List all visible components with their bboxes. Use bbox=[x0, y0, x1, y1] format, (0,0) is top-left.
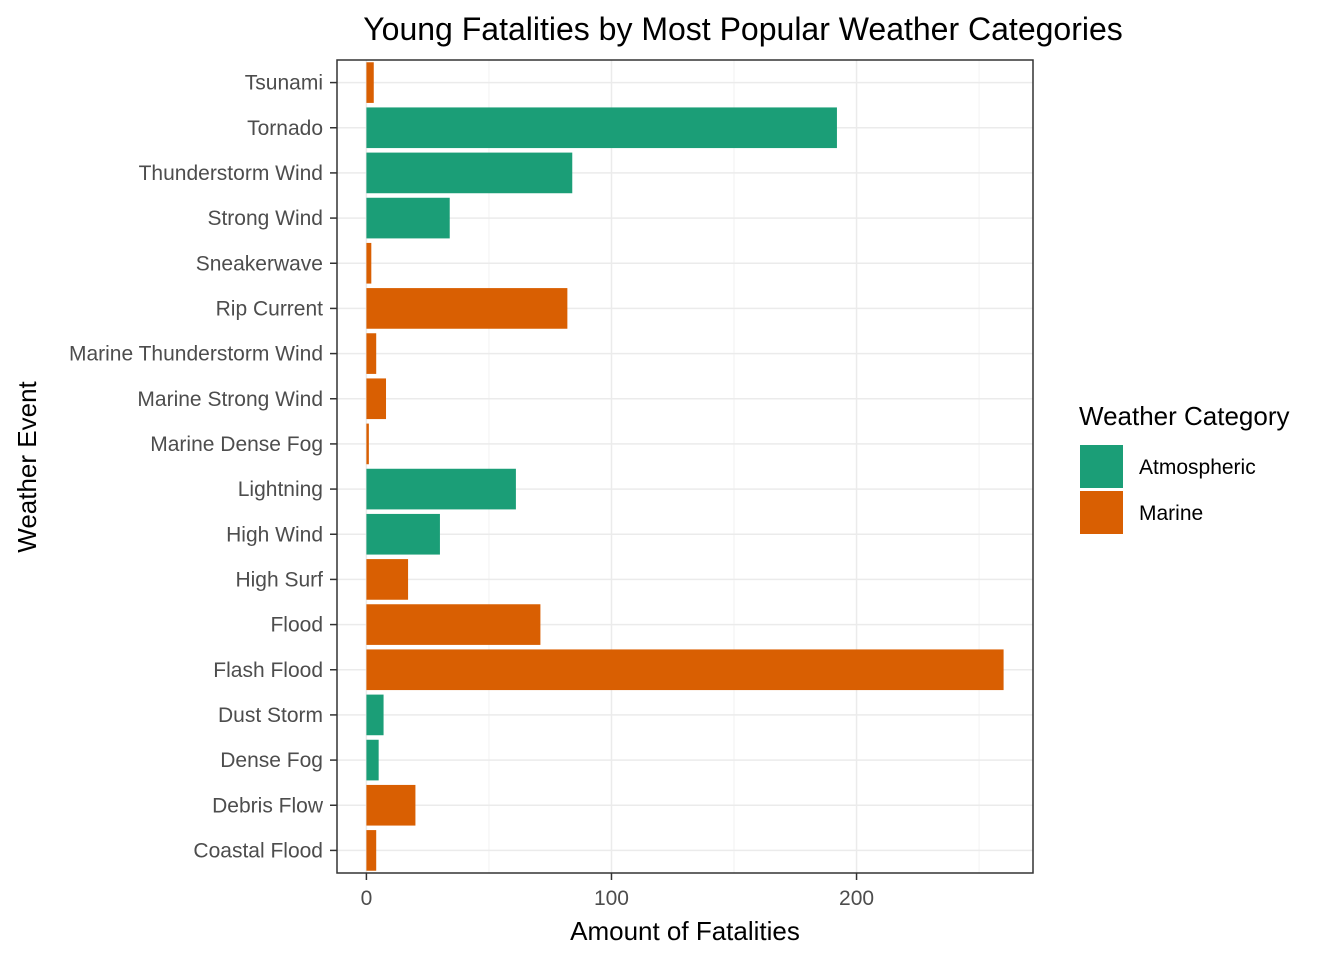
bar bbox=[366, 739, 379, 781]
y-tick-label: Strong Wind bbox=[207, 207, 323, 230]
y-tick-label: Tornado bbox=[247, 117, 323, 140]
bar bbox=[366, 423, 369, 465]
bars bbox=[366, 62, 1004, 871]
bar bbox=[366, 649, 1004, 691]
bar bbox=[366, 197, 450, 239]
y-tick-label: Tsunami bbox=[245, 72, 323, 95]
y-tick-label: Debris Flow bbox=[212, 794, 324, 817]
bar bbox=[366, 694, 384, 736]
legend-key bbox=[1080, 491, 1123, 534]
bar bbox=[366, 107, 837, 149]
y-tick-label: Rip Current bbox=[216, 297, 324, 320]
panel-border bbox=[336, 59, 1034, 874]
x-axis-title: Amount of Fatalities bbox=[570, 916, 800, 946]
bar bbox=[366, 152, 573, 194]
y-tick-label: Lightning bbox=[238, 478, 323, 501]
bar bbox=[366, 468, 516, 510]
y-axis-title: Weather Event bbox=[12, 380, 42, 552]
chart-title: Young Fatalities by Most Popular Weather… bbox=[363, 11, 1123, 47]
legend-title: Weather Category bbox=[1079, 401, 1290, 431]
x-tick-label: 0 bbox=[361, 887, 373, 910]
bar bbox=[366, 333, 377, 374]
bar bbox=[366, 378, 387, 420]
legend-label: Atmospheric bbox=[1139, 456, 1256, 479]
y-tick-label: Marine Thunderstorm Wind bbox=[69, 343, 323, 366]
y-tick-label: Thunderstorm Wind bbox=[139, 162, 323, 185]
bar bbox=[366, 604, 541, 645]
y-tick-label: High Wind bbox=[226, 523, 323, 546]
plot-area bbox=[336, 59, 1034, 874]
bar bbox=[366, 513, 440, 555]
y-tick-label: Dense Fog bbox=[220, 749, 323, 772]
y-axis: Tsunami Tornado Thunderstorm Wind Strong Wi… bbox=[69, 72, 337, 862]
bar bbox=[366, 559, 409, 600]
y-tick-label: High Surf bbox=[235, 568, 323, 591]
bar bbox=[366, 288, 568, 329]
y-tick-label: Flash Flood bbox=[213, 659, 323, 682]
x-tick-label: 200 bbox=[839, 887, 874, 910]
bar bbox=[366, 784, 416, 826]
bar bbox=[366, 62, 374, 103]
y-tick-label: Coastal Flood bbox=[193, 839, 323, 862]
bar bbox=[366, 242, 372, 284]
y-tick-label: Sneakerwave bbox=[196, 252, 323, 275]
bar bbox=[366, 830, 377, 871]
x-tick-label: 100 bbox=[594, 887, 629, 910]
legend-key bbox=[1080, 445, 1123, 488]
y-tick-label: Flood bbox=[270, 614, 323, 637]
x-axis: 0 100 200 bbox=[361, 873, 874, 910]
legend: Weather Category Atmospheric Marine bbox=[1079, 401, 1290, 534]
y-tick-label: Dust Storm bbox=[218, 704, 323, 727]
y-tick-label: Marine Dense Fog bbox=[150, 433, 323, 456]
panel-background bbox=[337, 60, 1033, 873]
y-tick-label: Marine Strong Wind bbox=[137, 388, 323, 411]
legend-label: Marine bbox=[1139, 502, 1203, 525]
